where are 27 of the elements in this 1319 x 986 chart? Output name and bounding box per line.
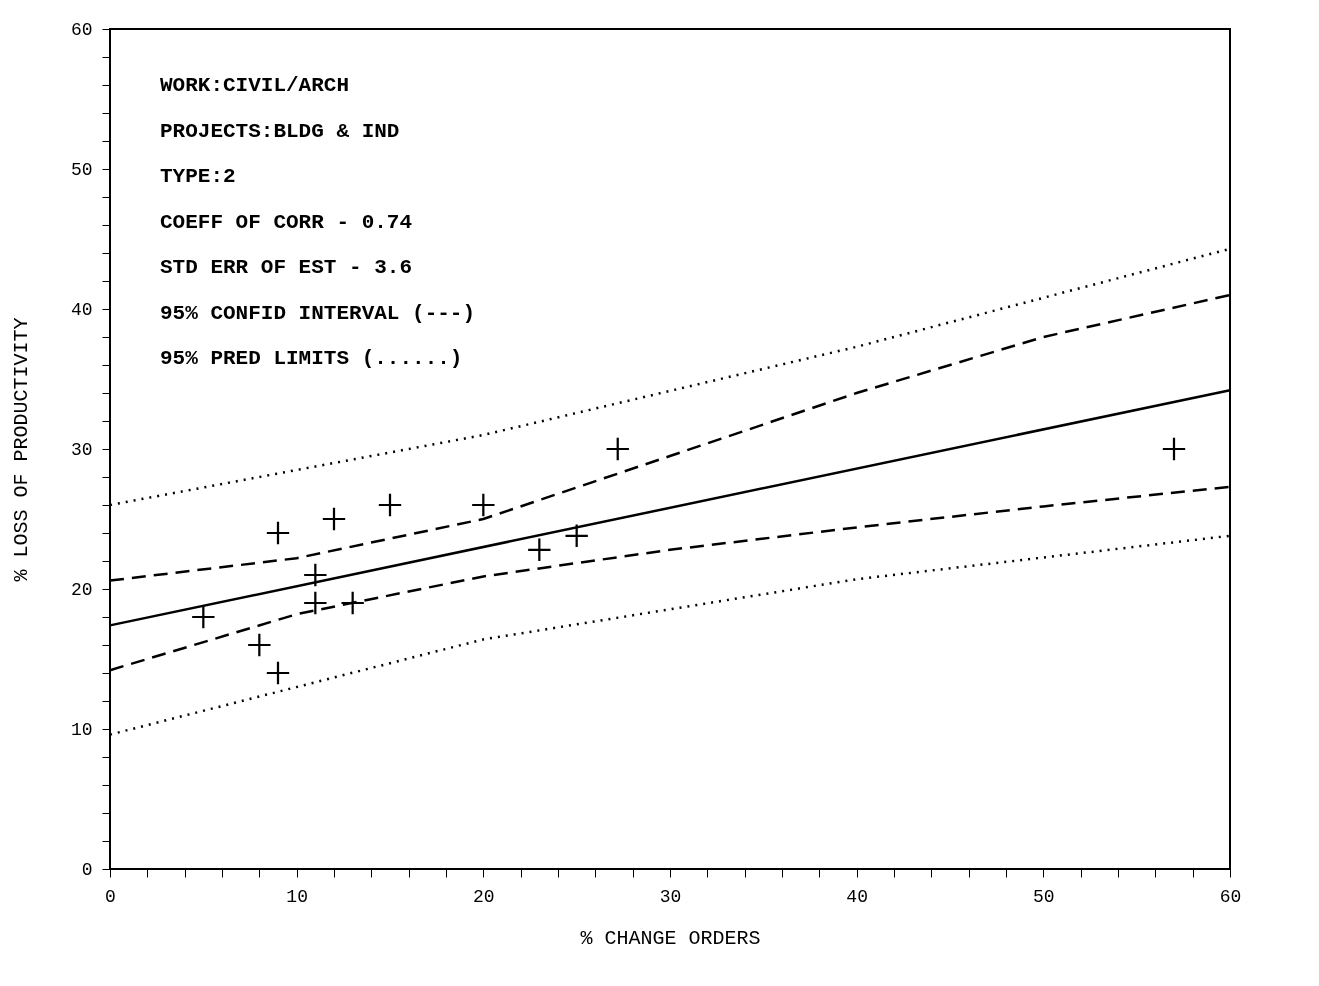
x-tick-label: 60 xyxy=(1219,886,1242,907)
point xyxy=(528,538,551,561)
annotation: PROJECTS:BLDG & IND xyxy=(160,119,400,143)
x-tick-label: 10 xyxy=(286,886,308,907)
y-tick-label: 10 xyxy=(70,719,93,740)
annotation: WORK:CIVIL/ARCH xyxy=(160,74,350,97)
y-tick-label: 60 xyxy=(70,19,93,40)
x-tick-label: 50 xyxy=(1033,886,1055,907)
y-tick-label: 20 xyxy=(70,579,93,600)
x-axis-title: % CHANGE ORDERS xyxy=(580,926,761,950)
point xyxy=(248,633,271,657)
annotation: 95% PRED LIMITS (......) xyxy=(160,347,463,370)
x-tick-label: 40 xyxy=(846,886,868,907)
point xyxy=(472,493,495,517)
x-tick-label: 0 xyxy=(105,886,116,907)
x-tick-label: 20 xyxy=(473,886,495,907)
y-tick-label: 50 xyxy=(70,159,93,180)
y-axis-title: % LOSS OF PRODUCTIVITY xyxy=(9,317,33,582)
point xyxy=(304,591,327,615)
annotation: COEFF OF CORR - 0.74 xyxy=(160,210,413,234)
annotation: 95% CONFID INTERVAL (---) xyxy=(160,301,476,325)
y-tick-label: 40 xyxy=(70,299,93,320)
y-tick-label: 30 xyxy=(70,439,93,460)
annotation: TYPE:2 xyxy=(160,165,236,188)
y-tick-label: 0 xyxy=(81,859,93,880)
annotation: STD ERR OF EST - 3.6 xyxy=(160,256,413,279)
x-tick-label: 30 xyxy=(659,886,682,907)
